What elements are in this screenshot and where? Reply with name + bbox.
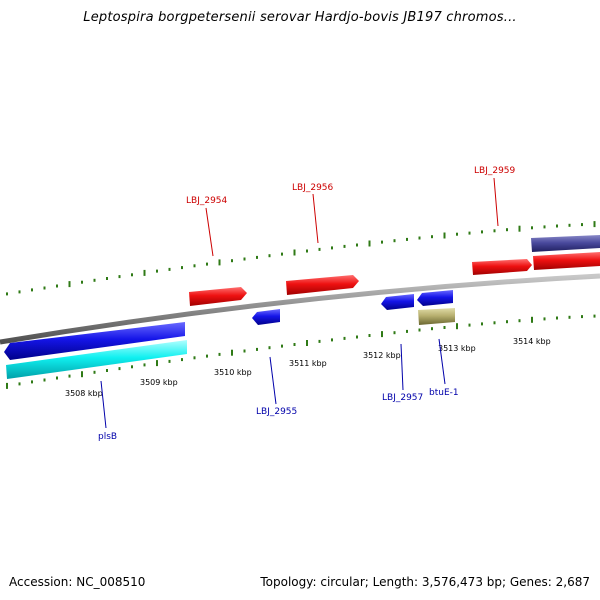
label-plsB[interactable]: plsB [98, 432, 117, 442]
accession-text: Accession: NC_008510 [9, 575, 146, 589]
forward-leader-lines [205, 177, 499, 257]
gene-red-right[interactable] [533, 252, 600, 270]
gene-plsB-blue[interactable] [4, 322, 185, 360]
gene-plsB-cyan[interactable] [6, 340, 187, 379]
scale-label-3512: 3512 kbp [363, 351, 401, 360]
lower-tick-row [6, 314, 596, 389]
scale-label-3508: 3508 kbp [65, 389, 103, 398]
gene-lbj-2959[interactable] [472, 259, 532, 275]
map-title: Leptospira borgpetersenii serovar Hardjo… [83, 10, 517, 25]
gene-navy-right[interactable] [531, 235, 600, 252]
gene-btuE-1[interactable] [418, 308, 455, 325]
label-lbj-2956[interactable]: LBJ_2956 [292, 183, 334, 193]
reverse-leader-lines [100, 338, 446, 429]
label-lbj-2954[interactable]: LBJ_2954 [186, 196, 228, 206]
scale-label-3509: 3509 kbp [140, 378, 178, 387]
label-btuE-1[interactable]: btuE-1 [429, 388, 459, 398]
gene-lbj-2957[interactable] [381, 294, 414, 310]
scale-label-3511: 3511 kbp [289, 359, 327, 368]
label-lbj-2955[interactable]: LBJ_2955 [256, 407, 297, 417]
scale-label-3513: 3513 kbp [438, 344, 476, 353]
label-lbj-2957[interactable]: LBJ_2957 [382, 393, 423, 403]
gene-lbj-2954[interactable] [189, 287, 247, 306]
genome-summary: Topology: circular; Length: 3,576,473 bp… [260, 575, 590, 589]
scale-label-3514: 3514 kbp [513, 337, 551, 346]
gene-lbj-2956[interactable] [286, 275, 359, 295]
label-lbj-2959[interactable]: LBJ_2959 [474, 166, 516, 176]
scale-label-3510: 3510 kbp [214, 368, 252, 377]
gene-lbj-2955[interactable] [252, 309, 280, 325]
chromosome-backbone [0, 273, 600, 345]
gene-lbj-2958[interactable] [417, 290, 453, 306]
upper-tick-row [6, 221, 596, 296]
